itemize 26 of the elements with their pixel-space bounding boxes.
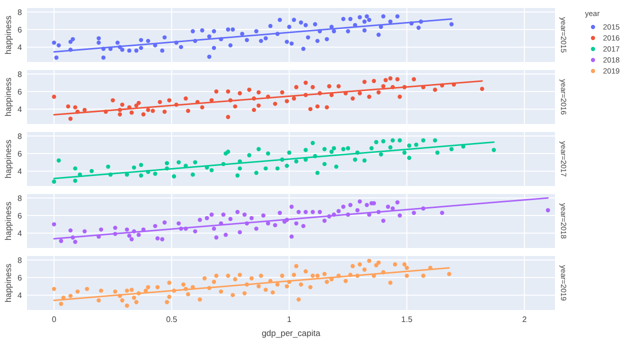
y-axis-title: happiness [3,264,13,302]
y-tick-label: 8 [18,70,23,79]
y-tick-label: 4 [18,228,23,238]
x-axis-title: gdp_per_capita [262,328,321,338]
y-tick-label: 8 [18,194,23,203]
x-tick-label: 0.5 [166,315,178,324]
x-tick-label: 1.5 [401,315,413,324]
y-tick-label: 8 [18,132,23,141]
x-tick-label: 1 [287,315,292,324]
y-axis-title: happiness [3,78,13,116]
y-tick-label: 4 [18,166,23,176]
y-tick-label: 4 [18,104,23,114]
y-tick-label: 8 [18,8,23,17]
x-tick-label: 0 [52,315,57,324]
y-axis-title: happiness [3,140,13,178]
y-tick-label: 4 [18,42,23,52]
y-tick-label: 6 [18,273,23,282]
y-tick-label: 6 [18,87,23,96]
y-tick-label: 6 [18,25,23,34]
y-tick-label: 4 [18,290,23,300]
y-tick-label: 8 [18,256,23,265]
y-axis-title: happiness [3,202,13,240]
y-axis-title: happiness [3,16,13,54]
y-tick-label: 6 [18,211,23,220]
y-tick-label: 6 [18,149,23,158]
x-tick-label: 2 [522,315,528,324]
